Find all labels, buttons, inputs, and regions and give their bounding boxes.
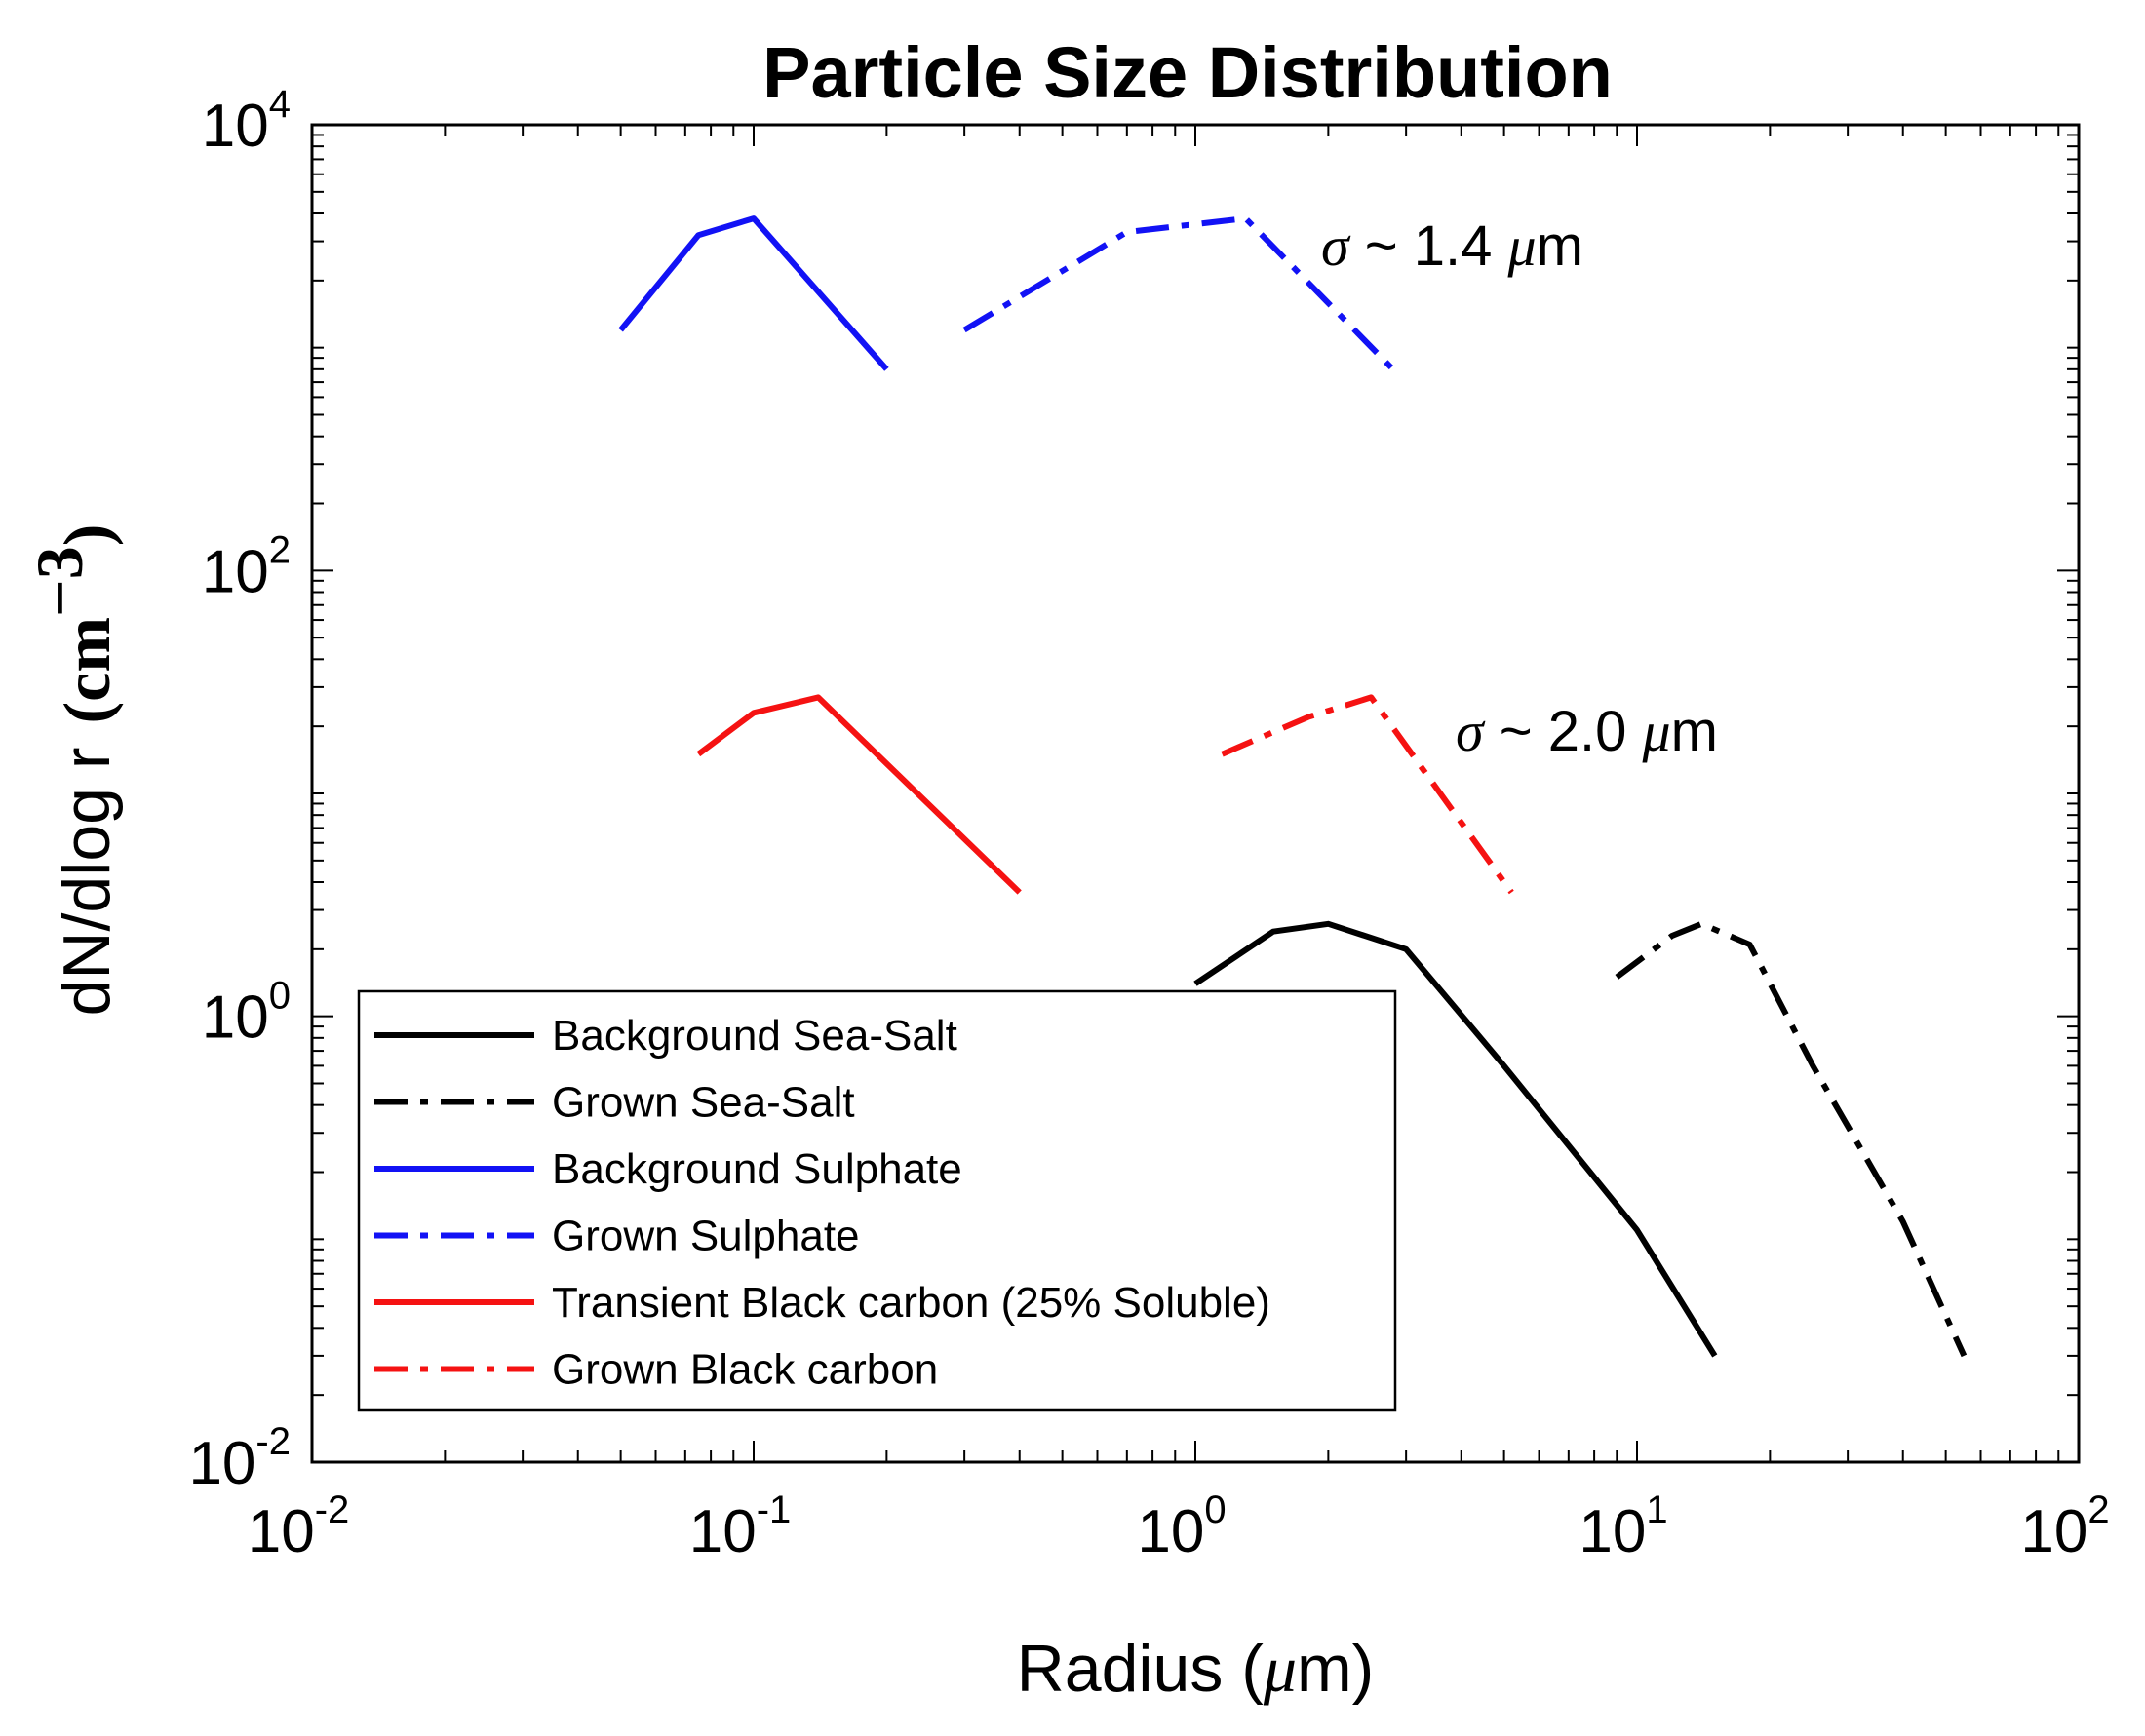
y-tick-label: 102 (202, 528, 291, 605)
y-tick-base: 10 (202, 538, 269, 605)
legend-label-6: Grown Black carbon (552, 1346, 938, 1394)
y-tick-exp: -2 (255, 1420, 291, 1463)
chart-title: Particle Size Distribution (762, 32, 1613, 113)
y-tick-label: 10-2 (188, 1420, 291, 1497)
series-line-5 (696, 694, 1022, 895)
series-line-1 (1193, 920, 1718, 1358)
annotation-2-text: ~ 2.0 (1484, 700, 1643, 763)
x-tick-label: 100 (1137, 1488, 1226, 1565)
legend-items: Background Sea-Salt Grown Sea-Salt Backgro… (374, 1012, 1270, 1394)
y-axis-label: dN/dlog r (cm−3) (22, 524, 124, 1017)
annotation-2-sigma: σ (1456, 700, 1486, 763)
y-axis-label-unit: (cm (50, 617, 124, 723)
annotation-2-unit: m (1671, 700, 1718, 763)
tick-marks (312, 125, 2079, 1462)
legend-label-4: Grown Sulphate (552, 1213, 860, 1260)
annotation-1-unit: m (1537, 214, 1583, 278)
y-tick-label: 104 (202, 83, 291, 160)
x-axis-label-mu: μ (1263, 1632, 1297, 1706)
y-tick-base: 10 (202, 984, 269, 1052)
x-tick-base: 10 (2020, 1498, 2087, 1565)
y-axis-label-main: dN/dlog r (50, 747, 124, 1016)
series-lines (618, 215, 1968, 1358)
x-tick-exp: 2 (2087, 1488, 2109, 1531)
series-line-3 (618, 215, 889, 371)
annotation-1-text: ~ 1.4 (1349, 214, 1508, 278)
x-tick-label: 101 (1579, 1488, 1667, 1565)
y-tick-label: 100 (202, 975, 291, 1052)
svg-text:dN/dlog r(cm−3): dN/dlog r (cm−3) (22, 524, 124, 1017)
annotation-2-mu: μ (1641, 700, 1670, 763)
x-axis-label: Radius (μm) (1017, 1632, 1375, 1706)
y-axis-label-exp: −3 (22, 546, 97, 617)
legend-box (357, 989, 1397, 1412)
y-tick-base: 10 (188, 1430, 255, 1497)
x-tick-base: 10 (1579, 1498, 1646, 1565)
annotation-sigma-1: σ ~ 1.4 μm (1321, 214, 1583, 278)
annotation-1-mu: μ (1506, 214, 1536, 278)
y-tick-exp: 0 (269, 975, 291, 1018)
y-axis-label-close: ) (50, 524, 124, 547)
legend-label-2: Grown Sea-Salt (552, 1079, 855, 1127)
series-line-6 (1221, 694, 1514, 895)
y-tick-base: 10 (202, 93, 269, 160)
x-tick-exp: -1 (757, 1488, 792, 1531)
x-tick-label: 102 (2020, 1488, 2109, 1565)
series-line-2 (1615, 920, 1968, 1358)
x-tick-exp: 1 (1646, 1488, 1667, 1531)
y-tick-exp: 4 (269, 83, 291, 126)
x-tick-base: 10 (689, 1498, 757, 1565)
legend: Background Sea-Salt Grown Sea-Salt Backgro… (357, 989, 1397, 1412)
y-tick-exp: 2 (269, 528, 291, 571)
legend-label-3: Background Sulphate (552, 1145, 962, 1193)
x-axis-label-end: m) (1297, 1632, 1374, 1706)
x-tick-base: 10 (248, 1498, 315, 1565)
x-tick-labels: 10-2 10-1 100 101 102 (248, 1488, 2110, 1565)
annotation-sigma-2: σ ~ 2.0 μm (1456, 700, 1718, 763)
annotation-1-sigma: σ (1321, 214, 1351, 278)
x-tick-label: 10-1 (689, 1488, 792, 1565)
x-tick-label: 10-2 (248, 1488, 350, 1565)
x-tick-exp: -2 (315, 1488, 350, 1531)
legend-label-1: Background Sea-Salt (552, 1012, 957, 1060)
x-axis-label-start: Radius ( (1017, 1632, 1265, 1706)
plot-frame (310, 123, 2081, 1464)
x-tick-base: 10 (1137, 1498, 1204, 1565)
series-line-4 (962, 215, 1395, 371)
legend-label-5: Transient Black carbon (25% Soluble) (552, 1279, 1270, 1327)
x-tick-exp: 0 (1204, 1488, 1226, 1531)
